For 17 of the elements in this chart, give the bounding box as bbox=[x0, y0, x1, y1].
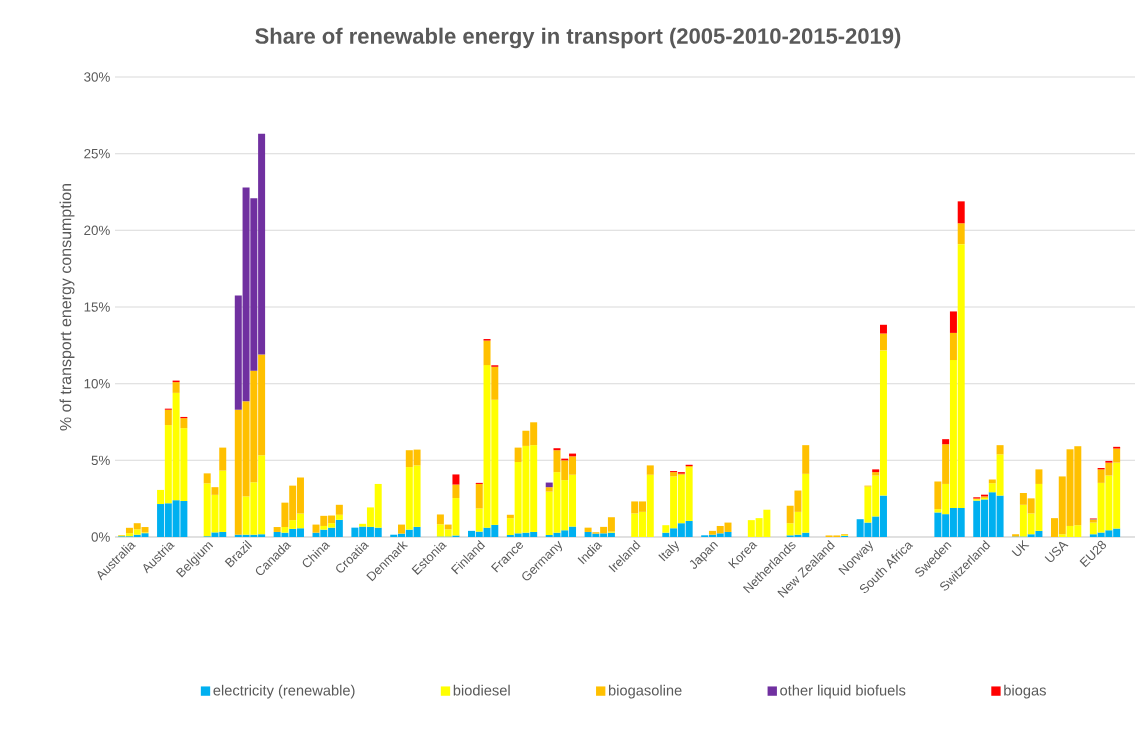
legend-label: biodiesel bbox=[453, 684, 510, 696]
y-tick-label: 15% bbox=[84, 302, 110, 312]
legend-label: electricity (renewable) bbox=[213, 684, 355, 699]
x-tick-label: USA bbox=[1044, 541, 1069, 563]
y-axis-title: % of transport energy consumption bbox=[59, 184, 75, 431]
x-tick-label: UK bbox=[1011, 539, 1030, 556]
legend-label: biogasoline bbox=[608, 684, 682, 699]
x-tick-label: Italy bbox=[658, 541, 679, 562]
y-tick-label: 0% bbox=[91, 532, 110, 542]
y-tick-label: 20% bbox=[84, 225, 110, 236]
legend-label: other liquid biofuels bbox=[780, 684, 906, 699]
y-tick-label: 25% bbox=[84, 148, 110, 159]
legend-label: biogas bbox=[1004, 684, 1046, 699]
y-tick-label: 30% bbox=[84, 72, 110, 82]
y-tick-label: 10% bbox=[84, 378, 110, 389]
y-tick-label: 5% bbox=[91, 455, 110, 466]
chart-title: Share of renewable energy in transport (2005-2010-2015-2019) bbox=[255, 27, 901, 49]
